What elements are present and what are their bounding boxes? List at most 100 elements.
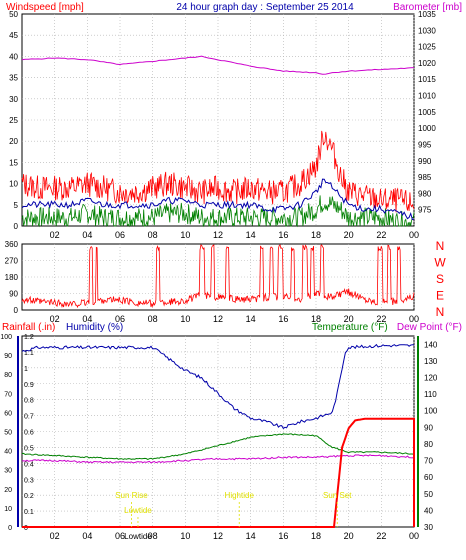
dewpoint-line [21, 454, 415, 464]
barometer-tick-label: 1030 [418, 26, 436, 35]
rainfall-tick-label: 0.9 [24, 382, 34, 389]
climate-x-tick-label: 02 [50, 531, 60, 541]
direction-x-tick-label: 00 [409, 314, 419, 324]
climate-x-tick-label: 06 [115, 531, 125, 541]
event-label: Hightide [225, 491, 255, 500]
climate-x-tick-label: 16 [278, 531, 288, 541]
wind-x-tick-label: 20 [344, 230, 354, 240]
direction-compass-label: E [436, 289, 444, 303]
direction-compass-label: W [434, 256, 446, 270]
windspeed-tick-label: 0 [14, 222, 19, 231]
humidity-tick-label: 10 [4, 506, 12, 513]
temperature-tick-label: 50 [424, 490, 433, 499]
climate-x-tick-label: 04 [82, 531, 92, 541]
direction-x-tick-label: 04 [82, 314, 92, 324]
direction-degree-tick-label: 180 [5, 273, 19, 282]
windspeed-tick-label: 30 [9, 95, 18, 104]
temperature-axis-label: Temperature (°F) [312, 322, 388, 333]
temperature-line [21, 433, 415, 460]
humidity-tick-label: 0 [8, 525, 12, 532]
wind-average-line [21, 178, 415, 221]
temperature-tick-label: 80 [424, 440, 433, 449]
wind-min-line [21, 195, 415, 228]
wind-x-tick-label: 12 [213, 230, 223, 240]
barometer-tick-label: 995 [418, 140, 432, 149]
wind-x-tick-label: 18 [311, 230, 321, 240]
climate-x-tick-label: 18 [311, 531, 321, 541]
event-label: Lowtide [124, 532, 152, 541]
rainfall-tick-label: 0.6 [24, 430, 34, 437]
rainfall-tick-label: 1.2 [24, 334, 34, 341]
direction-x-tick-label: 14 [246, 314, 256, 324]
windspeed-tick-label: 20 [9, 137, 18, 146]
wind-x-tick-label: 08 [148, 230, 158, 240]
climate-x-tick-label: 08 [148, 531, 158, 541]
temperature-tick-label: 30 [424, 523, 433, 532]
rainfall-tick-label: 0.7 [24, 414, 34, 421]
windspeed-tick-label: 25 [9, 116, 18, 125]
wind-x-tick-label: 14 [246, 230, 256, 240]
direction-x-tick-label: 06 [115, 314, 125, 324]
humidity-line [21, 343, 415, 430]
direction-x-tick-label: 10 [180, 314, 190, 324]
humidity-tick-label: 40 [4, 449, 12, 456]
climate-x-tick-label: 22 [376, 531, 386, 541]
windspeed-tick-label: 40 [9, 52, 18, 61]
climate-x-tick-label: 00 [409, 531, 419, 541]
temperature-tick-label: 90 [424, 423, 433, 432]
windspeed-tick-label: 50 [9, 10, 18, 19]
windspeed-axis-label: Windspeed [mph] [6, 2, 84, 13]
climate-x-tick-label: 10 [180, 531, 190, 541]
temperature-tick-label: 110 [424, 390, 437, 399]
barometer-tick-label: 985 [418, 173, 432, 182]
direction-degree-tick-label: 270 [5, 257, 19, 266]
windspeed-tick-label: 35 [9, 74, 18, 83]
barometer-tick-label: 1035 [418, 10, 436, 19]
temperature-tick-label: 140 [424, 340, 438, 349]
windspeed-tick-label: 10 [9, 180, 18, 189]
direction-x-tick-label: 08 [148, 314, 158, 324]
direction-x-tick-label: 20 [344, 314, 354, 324]
barometer-axis-label: Barometer [mb] [393, 2, 462, 13]
rainfall-tick-label: 0.2 [24, 493, 34, 500]
humidity-tick-label: 100 [0, 334, 12, 341]
direction-x-tick-label: 16 [278, 314, 288, 324]
event-label: Sun Rise [115, 491, 148, 500]
direction-compass-label: S [436, 272, 444, 286]
direction-x-tick-label: 02 [50, 314, 60, 324]
direction-compass-label: N [436, 305, 445, 319]
rainfall-tick-label: 0.1 [24, 509, 34, 516]
temperature-tick-label: 70 [424, 457, 433, 466]
direction-x-tick-label: 22 [376, 314, 386, 324]
temperature-tick-label: 100 [424, 407, 438, 416]
barometer-tick-label: 1000 [418, 124, 436, 133]
rainfall-tick-label: 0.3 [24, 477, 34, 484]
humidity-tick-label: 20 [4, 487, 12, 494]
barometer-tick-label: 980 [418, 189, 432, 198]
windspeed-tick-label: 5 [14, 201, 19, 210]
event-label: Lowtide [124, 506, 152, 515]
rainfall-tick-label: 0.5 [24, 445, 34, 452]
rainfall-tick-label: 0 [24, 525, 28, 532]
wind-x-tick-label: 16 [278, 230, 288, 240]
barometer-tick-label: 1005 [418, 108, 436, 117]
humidity-tick-label: 50 [4, 430, 12, 437]
wind-x-tick-label: 06 [115, 230, 125, 240]
climate-x-tick-label: 12 [213, 531, 223, 541]
barometer-tick-label: 1010 [418, 92, 436, 101]
humidity-axis-label: Humidity (%) [66, 322, 123, 333]
temperature-tick-label: 40 [424, 506, 433, 515]
barometer-line [21, 55, 415, 75]
wind-x-tick-label: 04 [82, 230, 92, 240]
direction-degree-tick-label: 90 [9, 290, 18, 299]
direction-x-tick-label: 12 [213, 314, 223, 324]
wind-direction-line [21, 244, 415, 309]
climate-x-tick-label: 14 [246, 531, 256, 541]
barometer-tick-label: 1015 [418, 75, 436, 84]
temperature-tick-label: 120 [424, 374, 438, 383]
humidity-tick-label: 90 [4, 353, 12, 360]
humidity-tick-label: 60 [4, 410, 12, 417]
direction-compass-label: N [436, 239, 445, 253]
